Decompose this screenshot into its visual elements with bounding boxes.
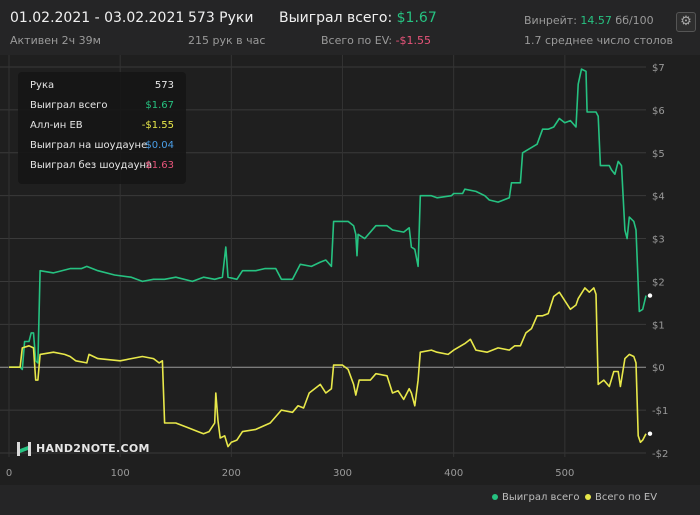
hand-tooltip: Рука 573 Выиграл всего $1.67 Алл-ин EB -… [18, 72, 186, 184]
series-line-ev-total [9, 287, 647, 448]
date-range: 01.02.2021 - 03.02.2021 [10, 10, 185, 26]
ev-total-label: Всего по EV: [321, 34, 393, 47]
y-tick-label: $3 [652, 235, 665, 246]
winrate-value: 14.57 [580, 14, 612, 27]
won-total: Выиграл всего: $1.67 [279, 10, 437, 26]
legend-item-ev-total[interactable]: Всего по EV [585, 492, 657, 503]
tooltip-value: $0.04 [145, 140, 174, 151]
y-tick-label: $7 [652, 63, 665, 74]
won-total-label: Выиграл всего: [279, 10, 393, 26]
winrate-unit: бб/100 [615, 14, 654, 27]
legend-label: Всего по EV [595, 492, 658, 503]
tooltip-label: Алл-ин EB [30, 120, 83, 131]
hand2note-logo: HAND2NOTE.COM [16, 440, 150, 458]
tooltip-row-non-showdown: Выиграл без шоудауна $1.63 [30, 160, 174, 176]
logo-text: HAND2NOTE.COM [36, 442, 150, 455]
legend-label: Выиграл всего [502, 492, 580, 503]
hands-count: 573 Руки [188, 10, 254, 26]
y-tick-label: $6 [652, 106, 665, 117]
tooltip-label: Выиграл всего [30, 100, 108, 111]
tooltip-row-allin-ev: Алл-ин EB -$1.55 [30, 120, 174, 136]
winrate: Винрейт: 14.57 бб/100 [524, 14, 654, 27]
winrate-label: Винрейт: [524, 14, 577, 27]
tooltip-label: Выиграл без шоудауна [30, 160, 153, 171]
y-tick-label: -$1 [652, 406, 668, 417]
average-tables: 1.7 среднее число столов [524, 34, 673, 47]
y-tick-label: $0 [652, 363, 665, 374]
tooltip-value: $1.63 [145, 160, 174, 171]
tooltip-row-showdown: Выиграл на шоудауне $0.04 [30, 140, 174, 156]
tooltip-row-won-total: Выиграл всего $1.67 [30, 100, 174, 116]
x-tick-label: 400 [444, 468, 463, 479]
gear-icon[interactable]: ⚙ [676, 12, 696, 32]
stats-header: 01.02.2021 - 03.02.2021 Активен 2ч 39м 5… [0, 0, 700, 60]
legend-dot-icon [492, 494, 498, 500]
y-tick-label: $1 [652, 320, 665, 331]
x-tick-label: 200 [222, 468, 241, 479]
ev-total-value: -$1.55 [395, 34, 432, 47]
x-tick-label: 300 [333, 468, 352, 479]
x-tick-label: 500 [555, 468, 574, 479]
y-tick-label: $2 [652, 277, 665, 288]
legend-item-won-total[interactable]: Выиграл всего [492, 492, 579, 503]
x-tick-label: 0 [6, 468, 12, 479]
tooltip-label: Выиграл на шоудауне [30, 140, 148, 151]
series-endpoint-marker [647, 431, 653, 436]
y-tick-label: -$2 [652, 449, 668, 460]
tooltip-value: 573 [154, 80, 174, 91]
session-duration: Активен 2ч 39м [10, 34, 101, 47]
series-line-won-total [9, 68, 647, 371]
y-tick-label: $4 [652, 192, 665, 203]
ev-total: Всего по EV: -$1.55 [321, 34, 431, 47]
won-total-value: $1.67 [396, 10, 437, 26]
tooltip-value: $1.67 [145, 100, 174, 111]
tooltip-row-hand: Рука 573 [30, 80, 174, 96]
series-endpoint-marker [647, 293, 653, 298]
x-tick-label: 100 [111, 468, 130, 479]
tooltip-value: -$1.55 [141, 120, 174, 131]
tooltip-label: Рука [30, 80, 55, 91]
legend-dot-icon [585, 494, 591, 500]
hand2note-logo-icon [17, 442, 31, 456]
hands-per-hour: 215 рук в час [188, 34, 266, 47]
y-tick-label: $5 [652, 149, 665, 160]
